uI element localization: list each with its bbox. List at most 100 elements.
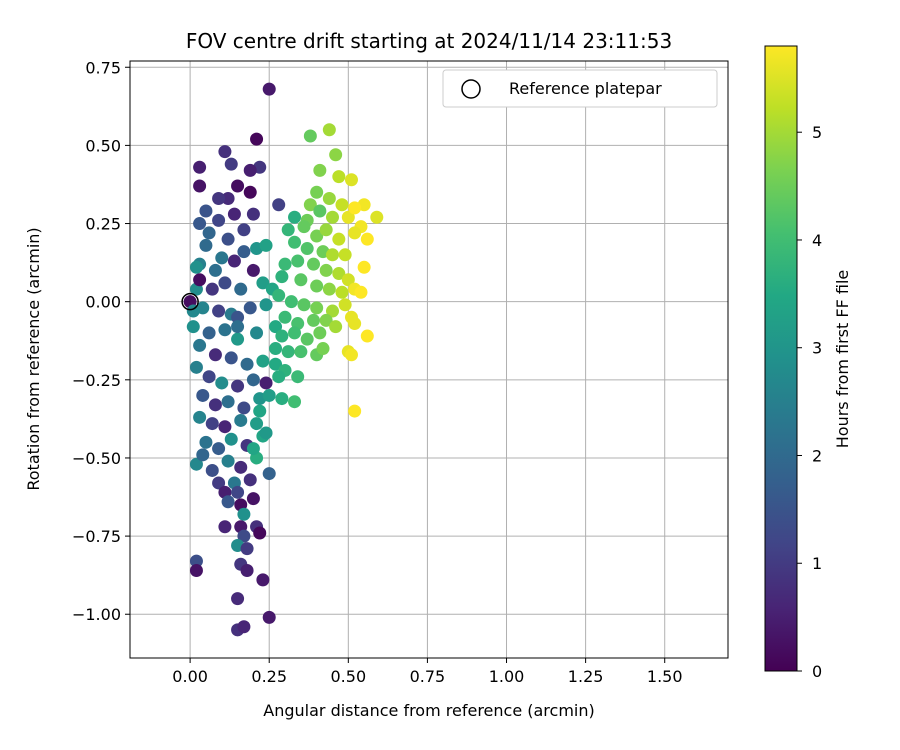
scatter-point xyxy=(231,320,245,334)
scatter-point xyxy=(259,238,273,252)
scatter-point xyxy=(218,520,232,534)
scatter-point xyxy=(246,207,260,221)
scatter-point xyxy=(275,329,289,343)
scatter-point xyxy=(237,245,251,259)
scatter-point xyxy=(246,373,260,387)
scatter-point xyxy=(313,204,327,218)
scatter-point xyxy=(218,323,232,337)
scatter-point xyxy=(231,179,245,193)
colorbar-tick-label: 0 xyxy=(812,662,822,681)
scatter-point xyxy=(297,298,311,312)
y-axis-label: Rotation from reference (arcmin) xyxy=(24,227,43,490)
scatter-point xyxy=(221,395,235,409)
chart-title: FOV centre drift starting at 2024/11/14 … xyxy=(186,29,672,53)
x-tick-label: 0.25 xyxy=(251,667,287,686)
x-tick-label: 1.00 xyxy=(489,667,525,686)
scatter-point xyxy=(344,348,358,362)
scatter-point xyxy=(300,242,314,256)
x-tick-label: 0.75 xyxy=(410,667,446,686)
scatter-point xyxy=(205,463,219,477)
scatter-point xyxy=(246,442,260,456)
scatter-point xyxy=(234,413,248,427)
scatter-point xyxy=(212,213,226,227)
scatter-point xyxy=(234,282,248,296)
scatter-point xyxy=(221,454,235,468)
scatter-point xyxy=(218,145,232,159)
scatter-point xyxy=(218,420,232,434)
scatter-point xyxy=(205,282,219,296)
scatter-point xyxy=(256,354,270,368)
scatter-point xyxy=(294,273,308,287)
scatter-point xyxy=(243,301,257,315)
legend-label: Reference platepar xyxy=(509,79,662,98)
scatter-point xyxy=(250,326,264,340)
colorbar-tick-label: 3 xyxy=(812,339,822,358)
scatter-point xyxy=(189,457,203,471)
scatter-point xyxy=(246,263,260,277)
scatter-point xyxy=(322,282,336,296)
scatter-point xyxy=(291,254,305,268)
scatter-point xyxy=(272,370,286,384)
y-tick-label: −0.50 xyxy=(72,449,121,468)
scatter-point xyxy=(202,326,216,340)
scatter-point xyxy=(202,370,216,384)
scatter-point xyxy=(316,342,330,356)
scatter-point xyxy=(344,173,358,187)
x-tick-label: 0.00 xyxy=(172,667,208,686)
scatter-point xyxy=(215,376,229,390)
scatter-point xyxy=(310,229,324,243)
grid-lines xyxy=(130,61,728,658)
scatter-point xyxy=(278,257,292,271)
scatter-point xyxy=(335,198,349,212)
y-tick-label: −0.75 xyxy=(72,527,121,546)
scatter-point xyxy=(224,157,238,171)
scatter-point xyxy=(193,273,207,287)
scatter-point xyxy=(354,285,368,299)
scatter-point xyxy=(275,392,289,406)
colorbar-tick-label: 2 xyxy=(812,446,822,465)
scatter-point xyxy=(196,388,210,402)
scatter-point xyxy=(297,220,311,234)
y-tick-label: −1.00 xyxy=(72,605,121,624)
scatter-point xyxy=(288,395,302,409)
y-tick-label: 0.50 xyxy=(85,136,121,155)
scatter-point xyxy=(319,313,333,327)
colorbar-ticks: 0 1 2 3 4 5 xyxy=(797,123,822,681)
scatter-point xyxy=(196,448,210,462)
scatter-point xyxy=(332,170,346,184)
scatter-point xyxy=(269,320,283,334)
scatter-point xyxy=(284,295,298,309)
scatter-point xyxy=(189,563,203,577)
scatter-point xyxy=(237,507,251,521)
scatter-point xyxy=(256,276,270,290)
scatter-point xyxy=(237,401,251,415)
scatter-point xyxy=(199,204,213,218)
scatter-point xyxy=(335,285,349,299)
scatter-point xyxy=(221,495,235,509)
scatter-point xyxy=(325,210,339,224)
scatter-point xyxy=(313,163,327,177)
scatter-point xyxy=(240,542,254,556)
scatter-point xyxy=(218,276,232,290)
scatter-point xyxy=(370,210,384,224)
scatter-point xyxy=(259,376,273,390)
scatter-point xyxy=(319,223,333,237)
scatter-point xyxy=(231,379,245,393)
legend-open-circle-icon xyxy=(461,79,481,99)
scatter-point xyxy=(212,192,226,206)
scatter-point xyxy=(186,304,200,318)
colorbar-label: Hours from first FF file xyxy=(833,270,852,449)
scatter-points xyxy=(183,82,384,637)
legend: Reference platepar xyxy=(442,69,718,108)
scatter-point xyxy=(231,310,245,324)
scatter-point xyxy=(322,123,336,137)
scatter-point xyxy=(310,185,324,199)
scatter-point xyxy=(278,310,292,324)
scatter-point xyxy=(269,357,283,371)
colorbar-tick-label: 1 xyxy=(812,554,822,573)
scatter-point xyxy=(199,238,213,252)
scatter-point xyxy=(259,298,273,312)
scatter-point xyxy=(253,526,267,540)
scatter-point xyxy=(208,263,222,277)
scatter-point xyxy=(341,273,355,287)
